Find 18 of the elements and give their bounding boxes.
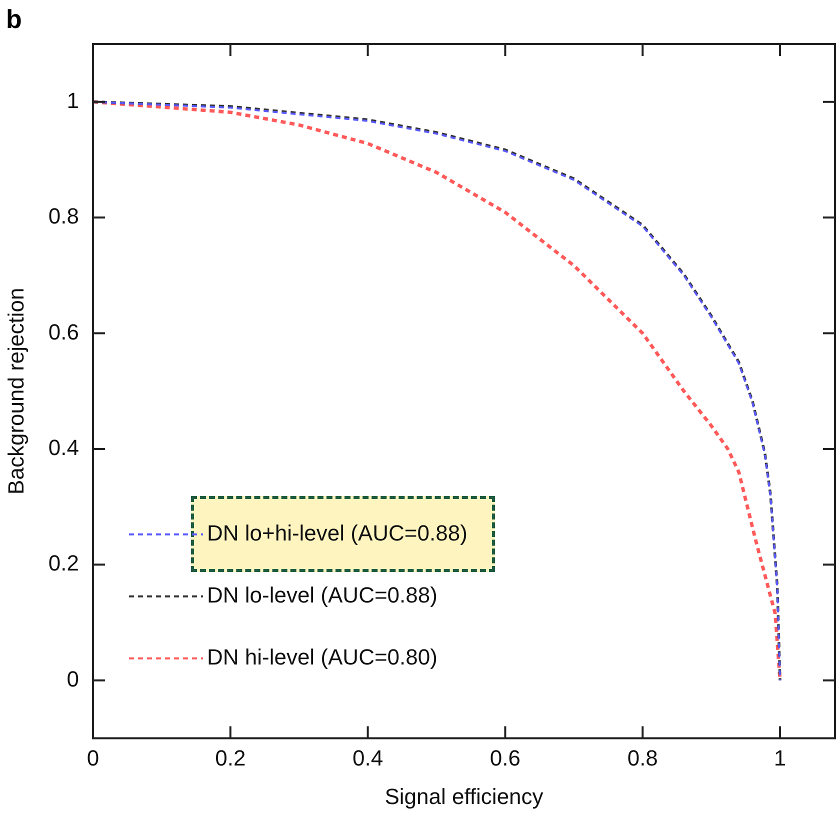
x-axis-title: Signal efficiency (384, 784, 544, 809)
y-tick-label: 0.8 (48, 204, 79, 229)
legend-label: DN lo+hi-level (AUC=0.88) (206, 520, 468, 546)
x-tick-label: 0.4 (352, 745, 384, 770)
legend-label: DN lo-level (AUC=0.88) (206, 582, 438, 608)
y-tick-label: 1 (66, 88, 79, 113)
y-axis-title: Background rejection (3, 288, 28, 494)
y-tick-label: 0.6 (48, 319, 79, 344)
y-tick-label: 0 (66, 666, 79, 692)
x-tick-label: 1 (774, 745, 786, 770)
x-tick-label: 0.6 (490, 745, 521, 770)
y-tick-label: 0.2 (48, 550, 79, 576)
x-tick-label: 0 (86, 745, 100, 770)
y-tick-label: 0.4 (48, 435, 79, 460)
text: b (6, 4, 22, 34)
legend-label: DN hi-level (AUC=0.80) (206, 644, 438, 670)
x-tick-label: 0.2 (215, 745, 246, 770)
x-tick-label: 0.8 (627, 745, 658, 770)
